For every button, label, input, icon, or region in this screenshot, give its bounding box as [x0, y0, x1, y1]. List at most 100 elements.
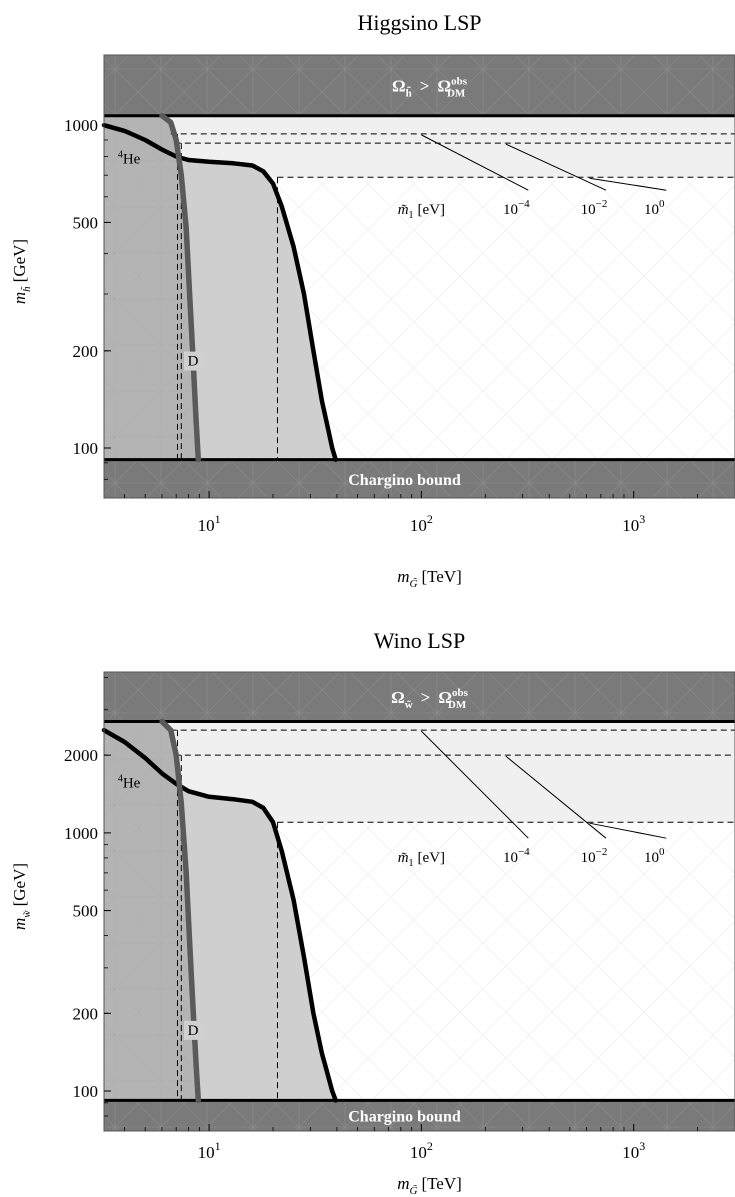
m1-value-label: 100 [644, 198, 665, 218]
y-tick-label: 200 [73, 1004, 99, 1023]
y-tick-label: 2000 [64, 746, 98, 765]
m1-pointer-line [589, 822, 667, 839]
deuterium-label-background [183, 1020, 202, 1040]
relic-bound-label: Ωw̃ > Ωobs DM [391, 687, 469, 711]
m1-value-label: 10−2 [581, 846, 608, 866]
m1-label-exponent: −4 [518, 846, 530, 858]
m1-label-exponent: −2 [596, 198, 608, 210]
y-tick-label: 100 [73, 1082, 99, 1101]
x-axis-unit: [TeV] [421, 567, 461, 586]
x-axis-unit: [TeV] [421, 1174, 461, 1193]
y-axis-label: mw̃ [GeV] [10, 863, 33, 930]
omega-dm-superscript: obs [451, 75, 468, 87]
chart-title: Wino LSP [374, 628, 465, 653]
x-tick-base: 10 [198, 516, 215, 535]
deuterium-region-texture [104, 115, 199, 460]
m1-label-exponent: 0 [659, 846, 665, 858]
m1-value-label: 100 [644, 846, 665, 866]
m1-subscript: 1 [409, 210, 414, 221]
chargino-bound-label: Chargino bound [348, 472, 461, 489]
he4-bound-curve [101, 122, 338, 462]
x-tick-exponent: 1 [215, 1139, 221, 1153]
m1-pointer-line [505, 755, 607, 839]
plot-frame [103, 671, 735, 1132]
omega-dm-subscript: DM [447, 87, 466, 99]
chargino-bound-label: Chargino bound [348, 1109, 461, 1126]
he4-bound-curve [101, 727, 338, 1103]
x-tick-base: 10 [622, 1143, 639, 1162]
m1-label-base: 10 [581, 850, 596, 866]
m1-label-exponent: 0 [659, 198, 665, 210]
relation-symbol: > [420, 76, 430, 95]
he4-label-mass-number: 4 [118, 150, 123, 161]
he4-label-element: He [123, 152, 141, 168]
omega-dm-symbol: Ω [437, 76, 451, 95]
x-tick-label: 102 [410, 512, 433, 535]
x-tick-label: 102 [410, 1139, 433, 1162]
x-tick-base: 10 [410, 1143, 427, 1162]
y-axis-symbol: m [10, 292, 29, 304]
x-tick-label: 103 [622, 1139, 645, 1162]
m1-subscript: 1 [409, 858, 414, 869]
y-tick-label: 200 [73, 342, 99, 361]
y-tick-label: 1000 [64, 824, 98, 843]
m1-value-label: 10−2 [581, 198, 608, 218]
deuterium-label: D [188, 1023, 199, 1039]
chart-title: Higgsino LSP [357, 10, 481, 35]
y-tick-label: 500 [73, 213, 99, 232]
x-axis-label: mG̃ [TeV] [397, 1174, 462, 1197]
x-axis-subscript: G̃ [409, 1184, 417, 1197]
m1-label-base: 10 [503, 202, 518, 218]
relic-band-texture [104, 672, 735, 722]
y-axis-unit: [GeV] [10, 863, 29, 906]
x-tick-exponent: 2 [427, 1139, 433, 1153]
deuterium-bound-curve [159, 112, 202, 463]
m1-pointer-line [505, 143, 607, 191]
y-axis-subscript: h̃ [20, 286, 33, 292]
he4-label-element: He [123, 775, 141, 791]
m1-pointer-line [589, 177, 667, 191]
m1-unit: [eV] [418, 202, 445, 218]
m1-value-label: 10−4 [503, 846, 530, 866]
m1-unit: [eV] [418, 850, 445, 866]
x-tick-base: 10 [198, 1143, 215, 1162]
plot-frame [103, 54, 735, 499]
x-axis-label: mG̃ [TeV] [397, 567, 462, 590]
x-tick-base: 10 [410, 516, 427, 535]
deuterium-label: D [188, 354, 199, 370]
x-tick-exponent: 3 [639, 512, 645, 526]
m1-pointer-line [421, 134, 529, 191]
x-axis-subscript: G̃ [409, 577, 417, 590]
omega-subscript: w̃ [405, 699, 413, 711]
y-axis-unit: [GeV] [10, 239, 29, 282]
m1-label-base: 10 [581, 202, 596, 218]
deuterium-bound-curve [159, 718, 202, 1104]
y-tick-label: 100 [73, 439, 99, 458]
m1-pointer-line [421, 730, 529, 839]
x-tick-label: 101 [198, 512, 221, 535]
relic-band-texture [104, 55, 735, 116]
x-tick-exponent: 1 [215, 512, 221, 526]
m1-label-base: 10 [644, 850, 659, 866]
x-tick-label: 103 [622, 512, 645, 535]
y-axis-label: mh̃ [GeV] [10, 239, 33, 304]
y-tick-label: 1000 [64, 116, 98, 135]
m1-label-exponent: −2 [596, 846, 608, 858]
m1-label-base: 10 [503, 850, 518, 866]
y-tick-label: 500 [73, 902, 99, 921]
omega-dm-symbol: Ω [438, 688, 452, 707]
omega-dm-subscript: DM [448, 699, 467, 711]
m1-legend-label: m̃1 [eV] [398, 202, 445, 221]
m1-legend-label: m̃1 [eV] [398, 850, 445, 869]
x-tick-exponent: 3 [639, 1139, 645, 1153]
deuterium-region-texture [104, 721, 199, 1101]
he4-label: 4He [118, 773, 141, 791]
x-tick-label: 101 [198, 1139, 221, 1162]
m1-symbol: m̃ [398, 202, 409, 218]
relation-symbol: > [421, 688, 431, 707]
omega-subscript: h̃ [406, 86, 412, 99]
omega-symbol: Ω [392, 76, 406, 95]
deuterium-label-background [183, 351, 202, 371]
